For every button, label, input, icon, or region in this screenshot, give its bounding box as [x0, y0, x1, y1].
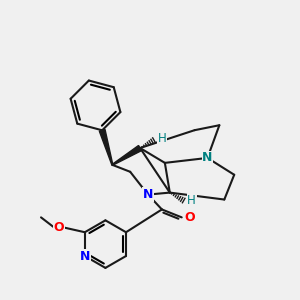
- Polygon shape: [112, 146, 142, 165]
- Text: H: H: [187, 194, 196, 207]
- Polygon shape: [99, 130, 113, 165]
- Text: O: O: [53, 221, 64, 234]
- Text: O: O: [184, 211, 195, 224]
- Text: H: H: [158, 132, 166, 145]
- Text: N: N: [143, 188, 153, 201]
- Text: N: N: [80, 250, 90, 262]
- Text: N: N: [202, 152, 213, 164]
